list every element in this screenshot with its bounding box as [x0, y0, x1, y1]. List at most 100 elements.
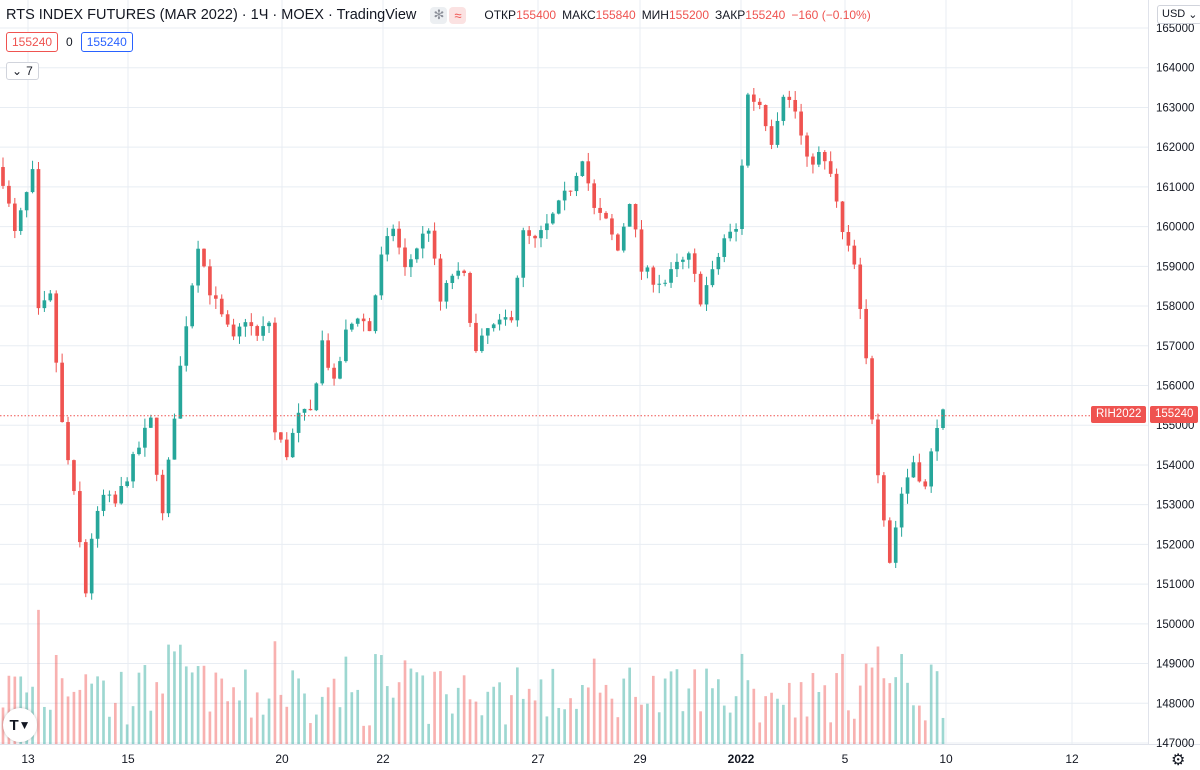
candle-body [373, 295, 378, 332]
indicator-count: 7 [26, 64, 33, 78]
candle-body [72, 460, 76, 492]
candle-body [781, 96, 786, 121]
price-tick-label: 164000 [1156, 63, 1194, 75]
gear-icon[interactable]: ⚙ [1171, 752, 1186, 769]
volume-bar [557, 707, 561, 744]
candle-body [604, 212, 608, 219]
volume-bar [60, 678, 64, 744]
price-tick-label: 148000 [1156, 698, 1194, 710]
volume-bar [303, 693, 306, 744]
volume-bar [480, 715, 484, 744]
candle-body [24, 192, 29, 211]
currency-selector[interactable]: USD ⌄ [1157, 5, 1200, 24]
candle-body [704, 285, 709, 305]
candle-body [941, 409, 945, 429]
volume-bar [918, 705, 921, 744]
volume-bar [155, 682, 159, 744]
candle-body [255, 326, 260, 336]
volume-bar [805, 716, 809, 744]
volume-bar [338, 707, 342, 744]
high-label: МАКС [562, 8, 596, 22]
time-axis[interactable]: 13 15 20 22 27 29 2022 5 10 12 [21, 752, 1079, 766]
candle-body [568, 190, 573, 192]
volume-bar [149, 710, 153, 744]
candle-body [746, 94, 750, 166]
candle-body [36, 169, 41, 309]
price-tick-label: 156000 [1156, 381, 1194, 393]
volume-bar [7, 675, 11, 744]
volume-bar [362, 725, 365, 744]
candle-body [550, 213, 555, 224]
volume-bar [261, 714, 265, 744]
candle-body [923, 481, 928, 487]
candle-body [592, 183, 597, 208]
low-value: 155200 [668, 8, 710, 22]
volume-bar [350, 692, 354, 744]
volume-bar [693, 669, 697, 744]
volume-bar [202, 665, 206, 744]
volume-bar [563, 709, 566, 744]
candle-body [692, 253, 697, 274]
volume-bar [96, 676, 99, 744]
candle-body [101, 494, 106, 511]
volume-bar [84, 674, 88, 744]
volume-bar [403, 660, 407, 744]
candle-body [503, 317, 508, 320]
sell-button[interactable]: 155240 [6, 32, 59, 52]
price-tick-label: 151000 [1156, 579, 1194, 591]
candle-body [202, 248, 206, 267]
volume-bar [108, 716, 111, 744]
candle-body [456, 270, 461, 276]
time-tick-label: 5 [842, 752, 849, 766]
symbol-title[interactable]: RTS INDEX FUTURES (MAR 2022) · 1Ч · MOEX… [6, 7, 417, 23]
candle-body [213, 295, 218, 299]
volume-bar [923, 720, 927, 744]
price-axis[interactable]: 147000 148000 149000 150000 151000 152000 1530… [1156, 23, 1194, 750]
candle-body [338, 361, 342, 379]
candle-body [491, 324, 496, 329]
indicators-toggle[interactable]: ⌄ 7 [6, 62, 39, 80]
tradingview-logo-icon[interactable]: T ▼ [3, 708, 37, 742]
volume-bar [687, 688, 691, 744]
volume-bar [634, 696, 637, 744]
candle-body [598, 207, 602, 213]
candle-body [391, 228, 396, 237]
volume-bar [421, 675, 425, 744]
buy-button[interactable]: 155240 [80, 32, 133, 52]
volume-bar [456, 687, 460, 744]
volume-bar [409, 668, 413, 744]
wave-icon[interactable]: ≈ [449, 6, 467, 24]
candle-body [740, 165, 744, 229]
volume-bar [78, 689, 82, 744]
volume-bar [72, 691, 76, 744]
price-tick-label: 153000 [1156, 500, 1194, 512]
volume-bar [533, 700, 537, 744]
volume-bar [244, 669, 247, 744]
volume-bar [137, 672, 141, 744]
chart-header: RTS INDEX FUTURES (MAR 2022) · 1Ч · MOEX… [6, 5, 871, 25]
volume-bar [285, 706, 289, 744]
price-candles [1, 87, 945, 600]
volume-bar [858, 685, 862, 744]
candle-body [296, 412, 301, 433]
candle-body [911, 462, 916, 478]
asterisk-icon[interactable]: ✻ [430, 6, 448, 24]
volume-bar [894, 677, 898, 744]
volume-bar [119, 671, 123, 744]
change-value: −160 (−0.10%) [791, 8, 871, 22]
volume-bar [226, 701, 229, 744]
candle-body [710, 269, 715, 286]
candle-body [190, 285, 195, 327]
candle-body [1, 167, 5, 186]
candle-body [728, 231, 733, 239]
candle-body [876, 419, 880, 476]
volume-bar [397, 682, 401, 744]
volume-bar [586, 687, 590, 744]
candle-body [580, 161, 585, 176]
volume-bar [220, 678, 224, 744]
candle-body [935, 428, 939, 452]
time-tick-label: 2022 [728, 752, 755, 766]
candle-body [539, 230, 543, 239]
volume-bar [787, 682, 791, 744]
